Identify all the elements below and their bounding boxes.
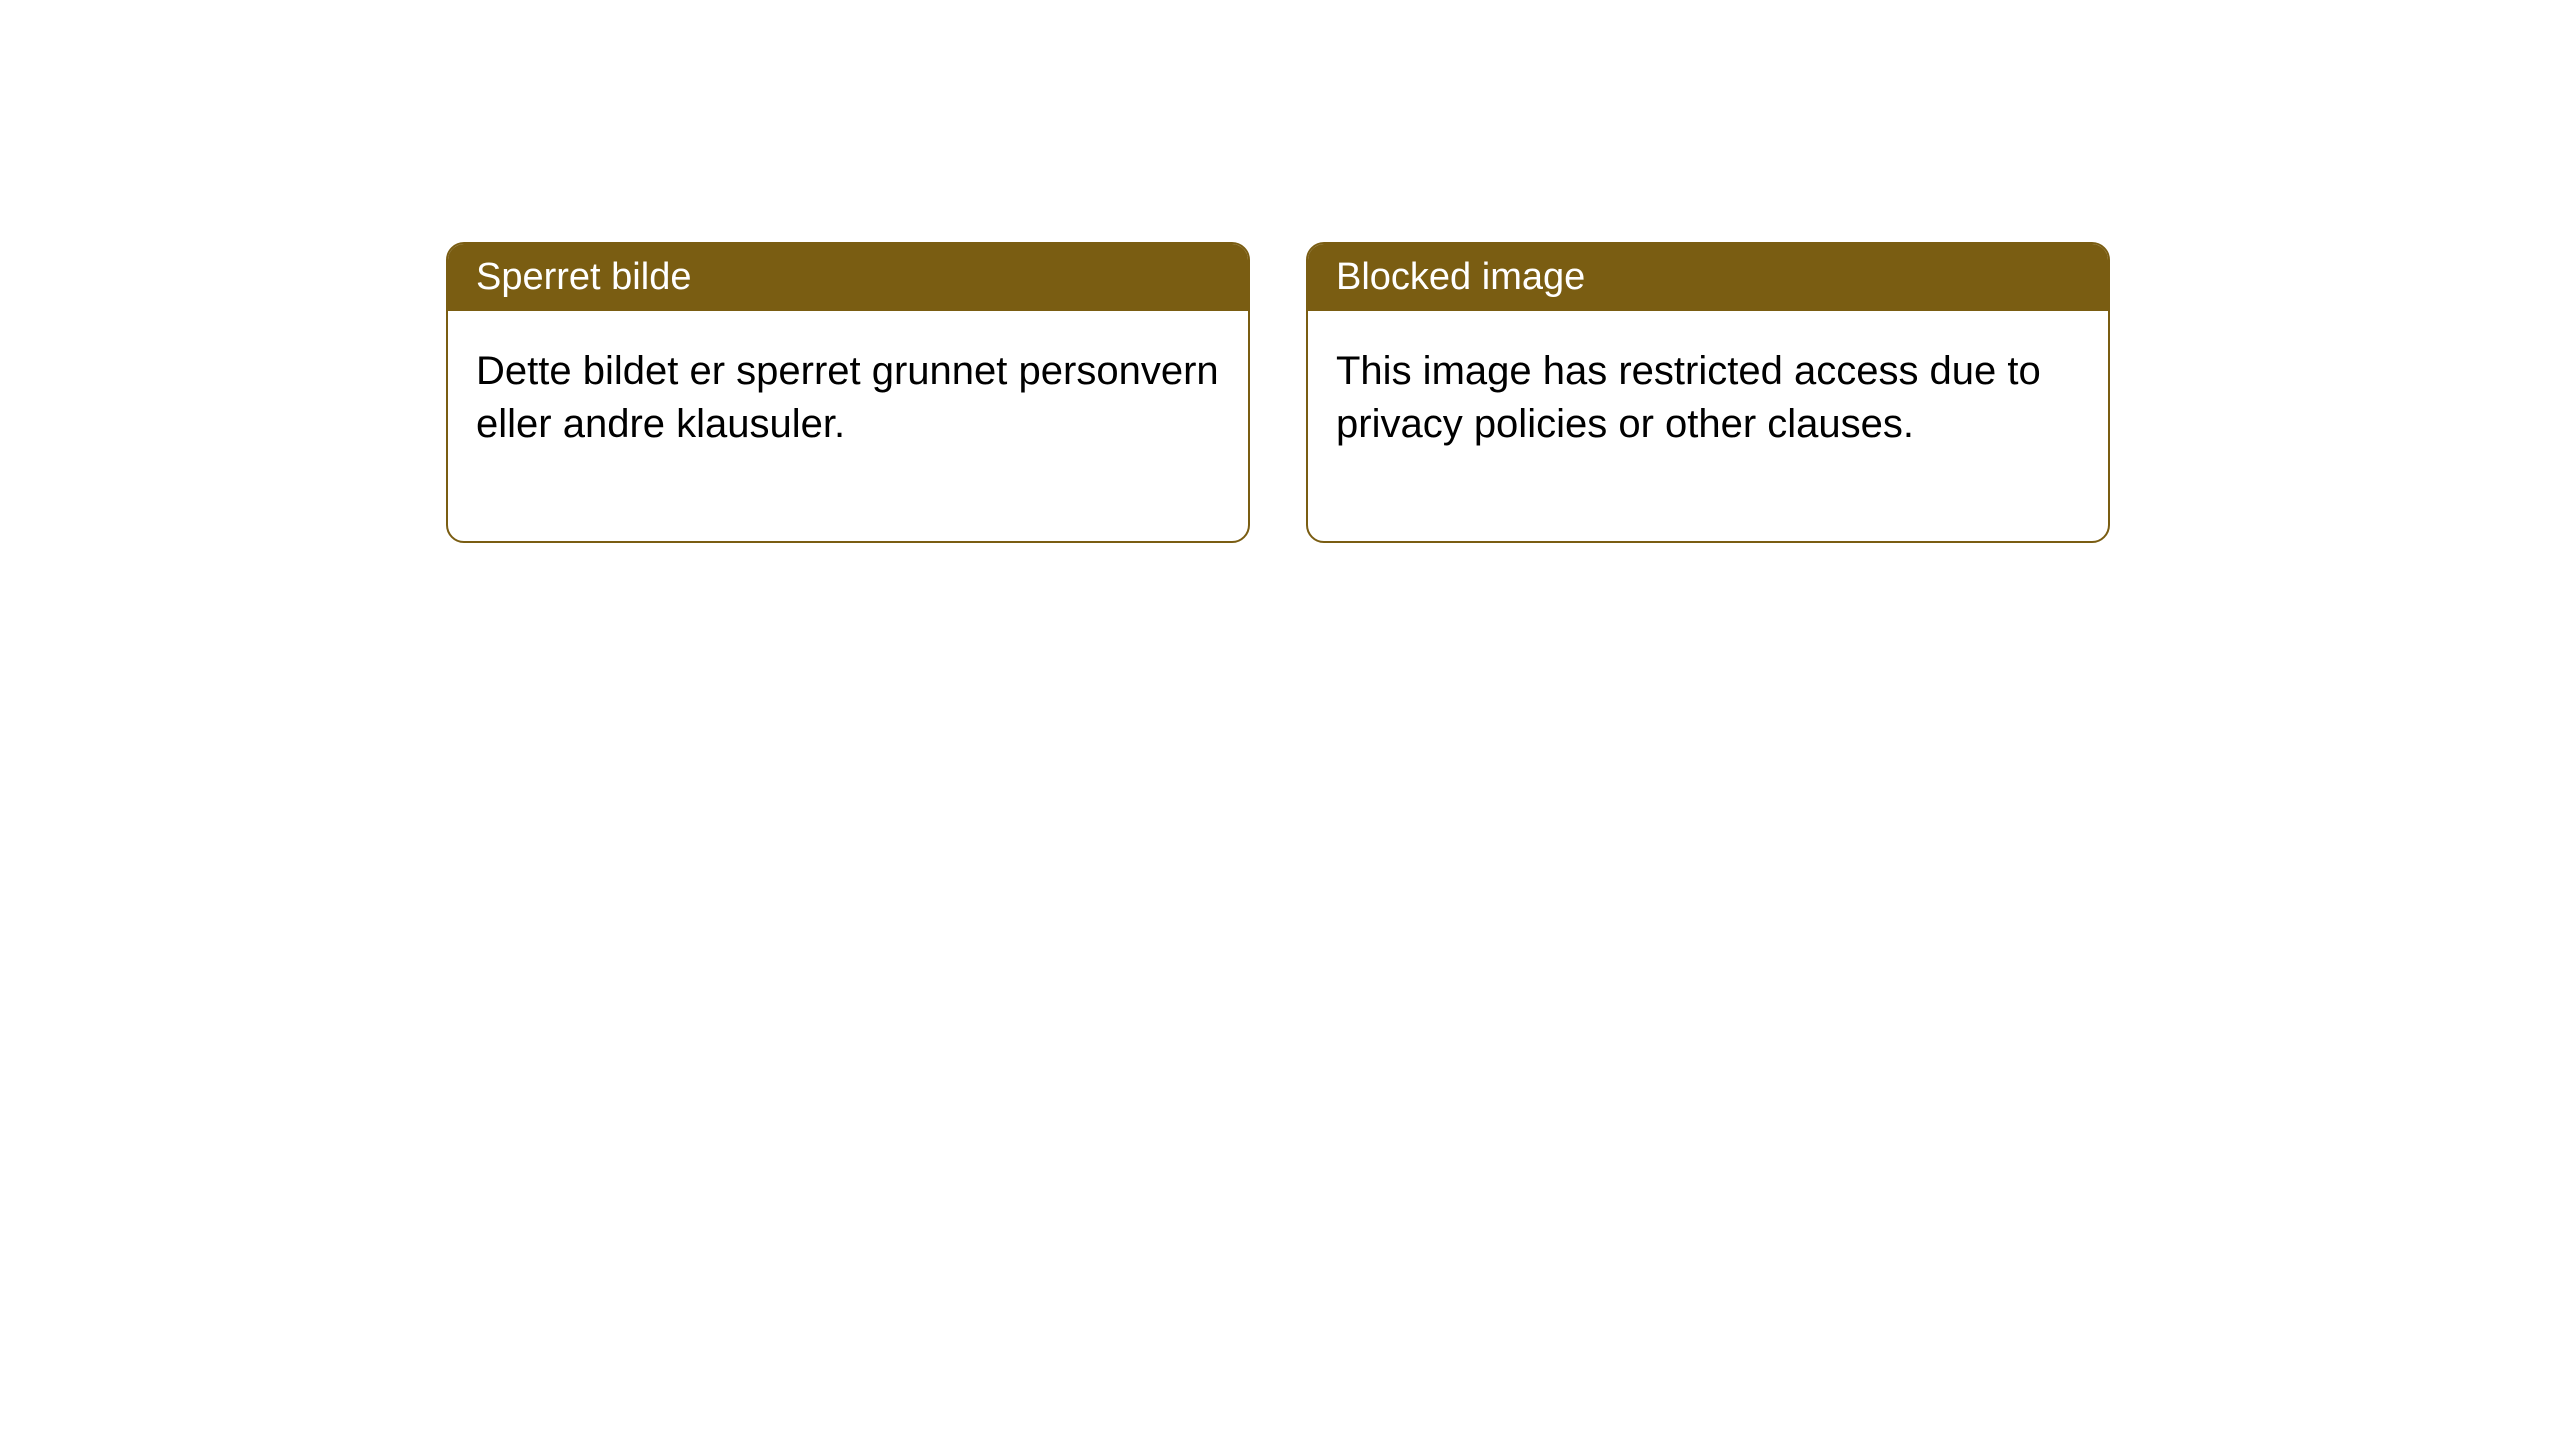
notice-body-english: This image has restricted access due to … [1308, 311, 2108, 541]
notice-title-norwegian: Sperret bilde [448, 244, 1248, 311]
notice-body-norwegian: Dette bildet er sperret grunnet personve… [448, 311, 1248, 541]
notice-container: Sperret bilde Dette bildet er sperret gr… [446, 242, 2110, 543]
notice-title-english: Blocked image [1308, 244, 2108, 311]
notice-card-english: Blocked image This image has restricted … [1306, 242, 2110, 543]
notice-card-norwegian: Sperret bilde Dette bildet er sperret gr… [446, 242, 1250, 543]
